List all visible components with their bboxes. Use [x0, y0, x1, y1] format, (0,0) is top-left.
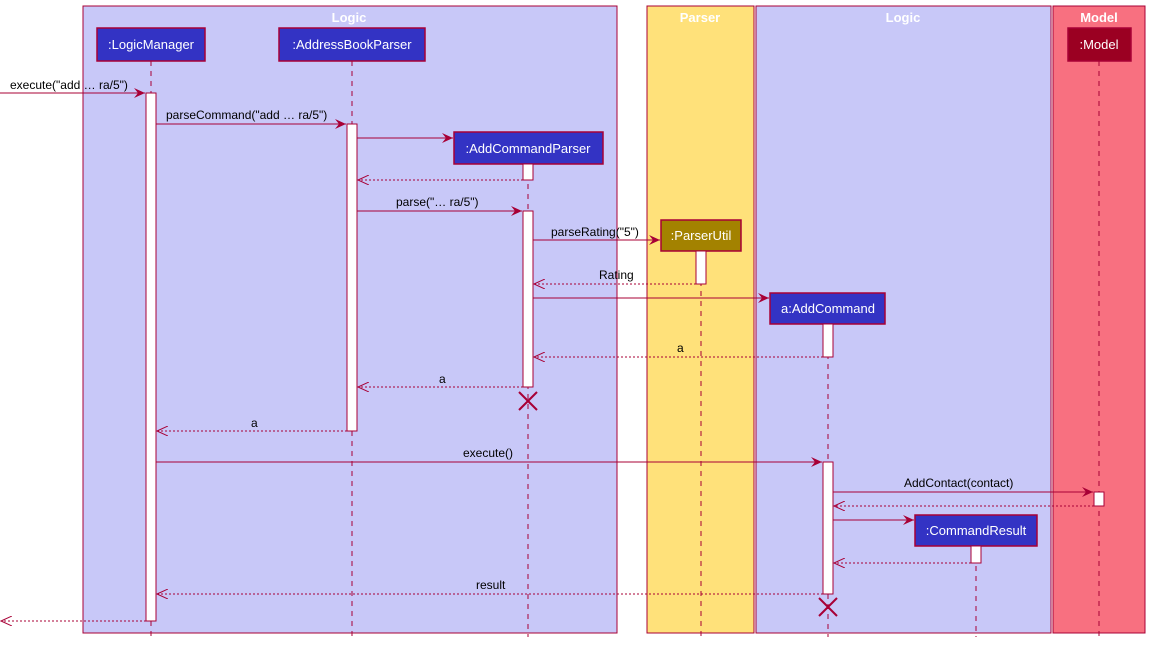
participant-addressbookparser: :AddressBookParser	[278, 27, 426, 62]
message-label: execute("add … ra/5")	[10, 78, 128, 92]
group-title: Model	[1080, 10, 1118, 25]
activation-addressbookparser	[346, 123, 358, 432]
message-label: parse("… ra/5")	[396, 195, 479, 209]
participant-commandresult: :CommandResult	[914, 514, 1038, 547]
activation-addcommand	[822, 323, 834, 358]
message-return-a: a	[157, 416, 347, 431]
destroy-addcommandparser-icon	[518, 391, 538, 411]
participant-label: :AddressBookParser	[292, 37, 412, 52]
activation-logicmanager	[145, 92, 157, 622]
activation-model	[1093, 491, 1105, 507]
participant-label: :Model	[1079, 37, 1118, 52]
message-label: a	[439, 372, 446, 386]
group-parser: Parser	[646, 5, 755, 634]
message-return-rating: Rating	[534, 268, 696, 284]
activation-commandresult	[970, 545, 982, 564]
participant-label: :AddCommandParser	[466, 141, 592, 156]
message-parse: parse("… ra/5")	[357, 195, 522, 216]
destroy-addcommand-icon	[818, 597, 838, 617]
message-return-result: result	[157, 578, 823, 594]
group-title: Parser	[680, 10, 720, 25]
participant-label: :LogicManager	[108, 37, 195, 52]
activation-parserutil	[695, 250, 707, 285]
message-label: a	[677, 341, 684, 355]
message-execute: execute()	[156, 446, 822, 467]
activation-addcommandparser	[522, 210, 534, 388]
message-label: a	[251, 416, 258, 430]
participant-label: :ParserUtil	[671, 228, 732, 243]
activation-addcommand	[822, 461, 834, 595]
message-label: parseRating("5")	[551, 225, 639, 239]
message-label: execute()	[463, 446, 513, 460]
participant-logicmanager: :LogicManager	[96, 27, 206, 62]
message-addcontact: AddContact(contact)	[833, 476, 1093, 497]
participant-parserutil: :ParserUtil	[660, 219, 742, 252]
message-label: Rating	[599, 268, 634, 282]
message-label: parseCommand("add … ra/5")	[166, 108, 327, 122]
activation-addcommandparser	[522, 163, 534, 181]
participant-addcommand: a:AddCommand	[769, 292, 886, 325]
group-title: Logic	[886, 10, 921, 25]
message-label: AddContact(contact)	[904, 476, 1013, 490]
message-parserating: parseRating("5")	[533, 225, 660, 245]
participant-model: :Model	[1067, 27, 1132, 62]
participant-label: :CommandResult	[926, 523, 1027, 538]
message-execute-input: execute("add … ra/5")	[0, 78, 145, 98]
participant-addcommandparser: :AddCommandParser	[453, 131, 604, 165]
message-parsecommand: parseCommand("add … ra/5")	[156, 108, 346, 129]
group-model: Model	[1052, 5, 1146, 634]
group-title: Logic	[332, 10, 367, 25]
message-return-a: a	[534, 341, 823, 357]
participant-label: a:AddCommand	[781, 301, 875, 316]
message-label: result	[476, 578, 506, 592]
message-return-a: a	[358, 372, 523, 387]
